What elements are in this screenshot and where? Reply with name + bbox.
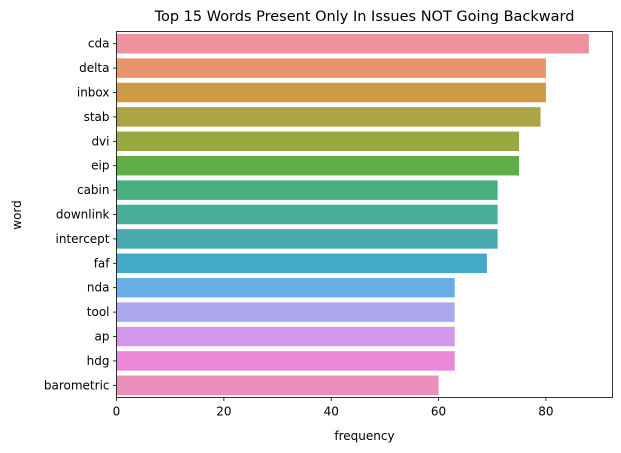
bar-ap [116, 326, 455, 347]
y-tick-label: tool [87, 305, 110, 319]
plot-frame [116, 31, 613, 398]
y-tick-label: delta [79, 61, 109, 75]
x-axis-label: frequency [334, 429, 394, 443]
y-tick-label: cabin [77, 183, 110, 197]
y-tick-label: inbox [77, 86, 110, 100]
bar-barometric [116, 375, 439, 396]
y-tick-label: faf [94, 256, 111, 270]
bar-intercept [116, 229, 498, 249]
x-tick-label: 20 [216, 405, 231, 419]
y-tick-label: nda [87, 281, 110, 295]
x-tick-label: 40 [324, 405, 339, 419]
bar-tool [116, 302, 455, 322]
y-tick-label: stab [84, 110, 110, 124]
bar-delta [116, 58, 546, 78]
bar-hdg [116, 351, 455, 371]
y-tick-label: cda [88, 37, 110, 51]
bar-stab [116, 107, 541, 127]
y-tick-labels: cda delta inbox stab dvi eip cabin downlink inte… [44, 37, 117, 392]
y-tick-label: hdg [87, 354, 110, 368]
bar-faf [116, 253, 487, 274]
y-tick-label: intercept [56, 232, 110, 246]
bar-downlink [116, 204, 498, 225]
bar-eip [116, 155, 520, 176]
bar-inbox [116, 82, 546, 103]
y-tick-label: dvi [91, 134, 109, 148]
bar-nda [116, 277, 455, 298]
y-axis-label: word [10, 200, 24, 230]
bar-cabin [116, 180, 498, 200]
bar-cda [116, 33, 589, 54]
chart-title: Top 15 Words Present Only In Issues NOT … [154, 9, 575, 25]
x-tick-label: 80 [538, 405, 553, 419]
y-tick-label: downlink [56, 208, 110, 222]
y-tick-label: ap [95, 330, 110, 344]
y-tick-label: eip [91, 159, 109, 173]
bars-group [116, 33, 589, 396]
x-tick-label: 60 [431, 405, 446, 419]
bar-dvi [116, 131, 520, 152]
x-ticks: 0 20 40 60 80 [113, 397, 554, 419]
x-tick-label: 0 [113, 405, 121, 419]
y-tick-label: barometric [44, 378, 110, 392]
